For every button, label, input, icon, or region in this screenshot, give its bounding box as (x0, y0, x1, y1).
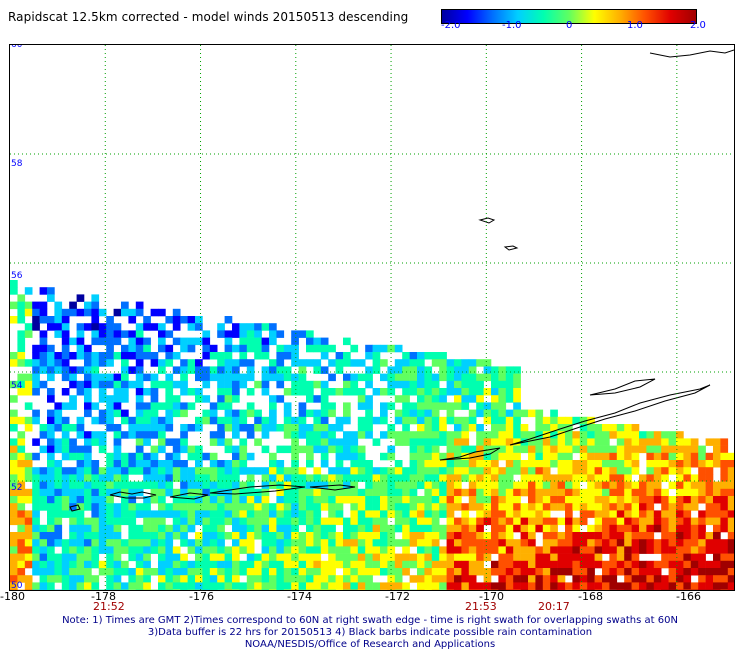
lon-label: -166 (676, 590, 701, 603)
lon-label: -168 (578, 590, 603, 603)
lat-label-52: 52 (11, 483, 22, 493)
colorbar-tick-label: 1.0 (627, 20, 643, 31)
swath-time-label: 21:52 (93, 600, 125, 613)
swath-time-label: 21:53 (465, 600, 497, 613)
colorbar-tick-label: -2.0 (441, 20, 461, 31)
lat-label-54: 54 (11, 381, 22, 391)
lon-label: -172 (385, 590, 410, 603)
footnote: Note: 1) Times are GMT 2)Times correspon… (0, 615, 740, 651)
footnote-line: Note: 1) Times are GMT 2)Times correspon… (0, 615, 740, 627)
colorbar-tick-label: 0 (566, 20, 572, 31)
map-canvas (10, 45, 734, 590)
footnote-line: NOAA/NESDIS/Office of Research and Appli… (0, 639, 740, 651)
lat-label-56: 56 (11, 271, 22, 281)
lon-label: -180 (0, 590, 25, 603)
colorbar-tick-label: 2.0 (690, 20, 706, 31)
lon-label: -174 (287, 590, 312, 603)
wind-cells (10, 280, 734, 590)
lat-label-58: 58 (11, 159, 22, 169)
colorbar-tick-label: -1.0 (502, 20, 522, 31)
swath-time-label: 20:17 (538, 600, 570, 613)
map-title: Rapidscat 12.5km corrected - model winds… (8, 10, 408, 24)
wind-difference-map: 60 58 56 54 52 50 (9, 44, 735, 591)
lat-label-60: 60 (11, 44, 22, 50)
lon-label: -176 (189, 590, 214, 603)
footnote-line: 3)Data buffer is 22 hrs for 20150513 4) … (0, 627, 740, 639)
